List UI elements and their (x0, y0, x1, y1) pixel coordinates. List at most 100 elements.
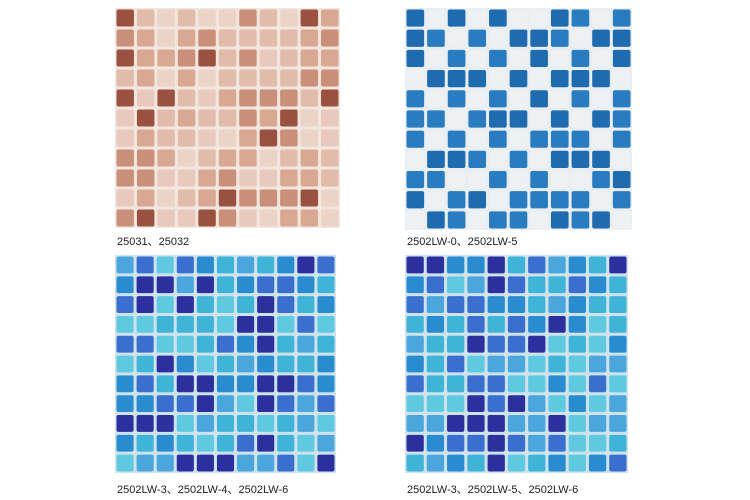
mosaic-chip (406, 454, 424, 472)
mosaic-chip (487, 355, 505, 373)
mosaic-chip (239, 189, 257, 207)
mosaic-chip (447, 130, 466, 148)
mosaic-chip (156, 276, 174, 294)
caption: 2502LW-3、2502LW-4、2502LW-6 (117, 484, 288, 496)
mosaic-chip (239, 9, 257, 27)
mosaic-chip (239, 129, 257, 147)
mosaic-chip (177, 209, 196, 227)
mosaic-chip (317, 355, 335, 373)
mosaic-chip (277, 276, 295, 294)
caption: 25031、25032 (117, 236, 189, 248)
mosaic-chip (257, 296, 275, 313)
mosaic-chip (321, 69, 339, 87)
mosaic-chip (280, 89, 298, 107)
mosaic-chip (156, 355, 174, 373)
mosaic-chip (528, 276, 546, 294)
mosaic-chip (218, 149, 237, 167)
mosaic-chip (259, 69, 278, 87)
mosaic-chip (136, 434, 154, 452)
mosaic-chip (447, 90, 466, 108)
mosaic-chip (609, 375, 627, 393)
mosaic-chip (177, 149, 196, 167)
mosaic-chip (116, 129, 134, 147)
mosaic-chip (550, 211, 569, 229)
mosaic-chip (568, 395, 586, 413)
mosaic-chip (468, 49, 487, 68)
mosaic-chip (237, 415, 255, 432)
mosaic-chip (427, 9, 445, 27)
mosaic-chip (237, 355, 255, 373)
mosaic-chip (507, 375, 526, 393)
mosaic-chip (568, 276, 586, 294)
mosaic-chip (259, 189, 278, 207)
mosaic-chip (592, 150, 610, 168)
mosaic-chip (176, 454, 194, 472)
mosaic-chip (321, 89, 339, 107)
mosaic-chip (196, 395, 214, 413)
mosaic-chip (530, 211, 548, 229)
mosaic-chip (571, 29, 590, 47)
mosaic-chip (588, 454, 607, 472)
mosaic-chip (177, 189, 196, 207)
mosaic-chip (176, 375, 194, 393)
mosaic-chip (157, 49, 175, 67)
mosaic-chip (447, 375, 465, 393)
mosaic-chip (257, 415, 275, 432)
mosaic-chip (592, 211, 610, 229)
mosaic-chip (300, 89, 319, 107)
mosaic-chip (487, 375, 505, 393)
mosaic-chip (509, 49, 528, 68)
mosaic-chip (176, 296, 194, 313)
mosaic-chip (530, 49, 548, 68)
mosaic-chip (277, 335, 295, 353)
mosaic-chip (157, 29, 175, 47)
mosaic-chip (612, 90, 631, 108)
mosaic-chip (321, 29, 339, 47)
mosaic-chip (489, 170, 507, 189)
mosaic-chip (259, 89, 278, 107)
mosaic-chip (588, 415, 607, 432)
mosaic-chip (116, 395, 134, 413)
mosaic-chip (550, 150, 569, 168)
mosaic-chip (427, 29, 445, 47)
mosaic-chip (568, 335, 586, 353)
mosaic-chip (468, 9, 487, 27)
mosaic-chip (259, 129, 278, 147)
mosaic-chip (259, 29, 278, 47)
mosaic-chip (528, 395, 546, 413)
mosaic-chip (571, 150, 590, 168)
mosaic-chip (257, 395, 275, 413)
mosaic-chip (136, 296, 154, 313)
mosaic-chip (550, 191, 569, 209)
mosaic-chip (116, 9, 134, 27)
mosaic-chip (447, 335, 465, 353)
mosaic-chip (609, 454, 627, 472)
mosaic-chip (218, 89, 237, 107)
mosaic-chip (507, 395, 526, 413)
mosaic-chip (609, 276, 627, 294)
mosaic-chip (612, 191, 631, 209)
mosaic-chip (530, 110, 548, 128)
mosaic-chip (116, 355, 134, 373)
mosaic-chip (156, 395, 174, 413)
mosaic-chip (468, 150, 487, 168)
mosaic-chip (176, 315, 194, 333)
mosaic-chip (297, 315, 315, 333)
mosaic-chip (116, 454, 134, 472)
mosaic-chip (612, 49, 631, 68)
mosaic-chip (239, 89, 257, 107)
mosaic-chip (550, 70, 569, 88)
mosaic-chip (216, 296, 235, 313)
mosaic-chip (548, 315, 566, 333)
mosaic-chip (259, 169, 278, 187)
mosaic-chip (216, 355, 235, 373)
mosaic-chip (447, 110, 466, 128)
mosaic-chip (426, 375, 445, 393)
mosaic-chip (300, 209, 319, 227)
mosaic-chip (136, 375, 154, 393)
mosaic-chip (507, 256, 526, 274)
mosaic-chip (528, 375, 546, 393)
mosaic-chip (609, 395, 627, 413)
mosaic-chip (300, 109, 319, 127)
mosaic-chip (157, 149, 175, 167)
